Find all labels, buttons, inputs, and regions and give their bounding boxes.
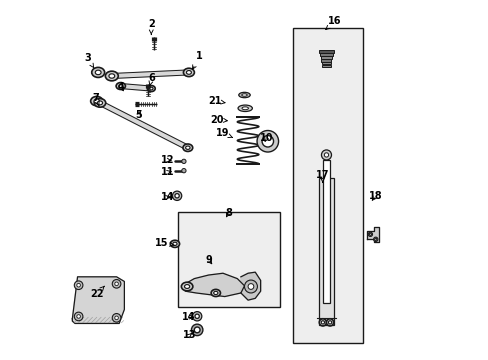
Ellipse shape (184, 284, 189, 288)
Ellipse shape (242, 107, 248, 110)
Circle shape (112, 314, 121, 322)
Text: 19: 19 (216, 129, 232, 138)
Ellipse shape (321, 321, 324, 324)
Circle shape (374, 238, 376, 240)
Ellipse shape (328, 321, 331, 324)
Polygon shape (72, 277, 124, 323)
Text: 22: 22 (90, 286, 104, 299)
Circle shape (244, 280, 257, 293)
Text: 12: 12 (161, 155, 175, 165)
Circle shape (182, 159, 185, 163)
Text: 18: 18 (368, 191, 382, 201)
Ellipse shape (147, 86, 155, 91)
Text: 17: 17 (315, 170, 329, 183)
Circle shape (182, 168, 185, 173)
Ellipse shape (213, 291, 218, 294)
Ellipse shape (183, 144, 192, 152)
Text: 6: 6 (148, 73, 155, 86)
Ellipse shape (119, 85, 122, 87)
Circle shape (115, 282, 118, 285)
Text: 10: 10 (260, 133, 273, 143)
Ellipse shape (116, 82, 125, 90)
Ellipse shape (211, 289, 220, 297)
Bar (178, 212, 280, 307)
Circle shape (373, 237, 377, 242)
Circle shape (257, 131, 278, 152)
Polygon shape (121, 84, 151, 91)
Bar (321, 59, 331, 62)
Circle shape (115, 316, 118, 320)
Ellipse shape (170, 240, 179, 247)
Text: 8: 8 (224, 208, 231, 218)
Text: 5: 5 (135, 110, 142, 120)
Text: 21: 21 (208, 96, 224, 106)
Ellipse shape (92, 67, 104, 77)
Polygon shape (182, 273, 244, 297)
Ellipse shape (94, 99, 105, 107)
Text: 14: 14 (182, 312, 195, 322)
Ellipse shape (238, 92, 250, 98)
Ellipse shape (326, 319, 333, 326)
Ellipse shape (109, 74, 115, 78)
Circle shape (368, 233, 371, 235)
Circle shape (262, 135, 273, 147)
Ellipse shape (181, 282, 192, 291)
Bar (321, 62, 330, 64)
Ellipse shape (105, 71, 118, 81)
Polygon shape (241, 272, 260, 300)
Circle shape (172, 191, 182, 201)
Ellipse shape (149, 87, 153, 90)
Polygon shape (111, 70, 189, 78)
Text: 16: 16 (325, 17, 341, 30)
Polygon shape (366, 227, 378, 242)
Text: 7: 7 (92, 93, 99, 106)
Ellipse shape (241, 94, 247, 96)
Ellipse shape (172, 242, 177, 246)
Bar (320, 57, 331, 59)
Ellipse shape (185, 146, 190, 149)
Text: 2: 2 (147, 19, 154, 35)
Circle shape (247, 284, 253, 289)
Bar (321, 65, 330, 67)
Circle shape (74, 281, 83, 289)
Circle shape (74, 312, 83, 321)
Bar (322, 160, 330, 303)
Bar (318, 50, 334, 53)
Circle shape (112, 279, 121, 288)
Text: 11: 11 (161, 167, 175, 177)
Circle shape (77, 283, 80, 287)
Text: 15: 15 (155, 238, 174, 248)
Bar (292, 28, 362, 343)
Bar (318, 177, 334, 325)
Text: 3: 3 (84, 53, 94, 68)
Text: 4: 4 (117, 82, 124, 92)
Ellipse shape (186, 71, 191, 74)
Ellipse shape (97, 101, 102, 105)
Text: 13: 13 (183, 330, 196, 340)
Polygon shape (99, 101, 188, 150)
Circle shape (77, 315, 80, 318)
Circle shape (194, 327, 200, 333)
Circle shape (367, 232, 372, 237)
Circle shape (175, 194, 179, 198)
Ellipse shape (238, 105, 252, 112)
Circle shape (195, 314, 199, 319)
Circle shape (191, 324, 203, 336)
Ellipse shape (90, 96, 102, 106)
Ellipse shape (95, 70, 101, 75)
Circle shape (324, 153, 328, 157)
Ellipse shape (183, 68, 194, 77)
Text: 9: 9 (205, 255, 212, 265)
Bar (319, 53, 333, 56)
Text: 20: 20 (209, 115, 227, 125)
Circle shape (321, 150, 331, 160)
Text: 1: 1 (192, 51, 203, 69)
Ellipse shape (319, 319, 326, 326)
Text: 14: 14 (161, 192, 174, 202)
Circle shape (192, 312, 202, 321)
Ellipse shape (94, 99, 99, 103)
